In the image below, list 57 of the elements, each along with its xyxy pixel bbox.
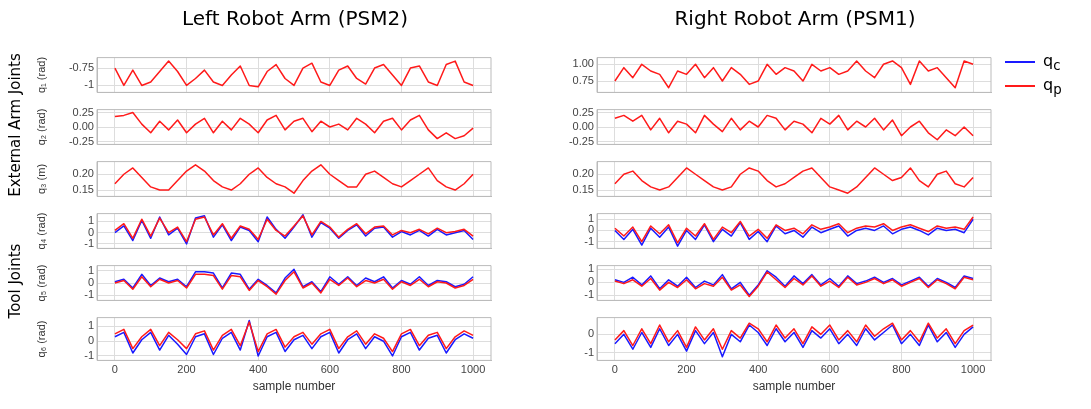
y-tick-label: 1 <box>587 212 594 225</box>
y-tick-label: 1.00 <box>572 57 594 70</box>
y-tick-label: 0 <box>587 275 594 288</box>
y-tick-label: 0 <box>587 223 594 236</box>
y-axis-title: q₅ (rad) <box>34 264 47 302</box>
chart-title: Left Robot Arm (PSM2) <box>180 6 410 30</box>
y-tick-label: -1 <box>584 345 594 358</box>
y-axis-title: q₄ (rad) <box>34 212 47 250</box>
y-tick-label: -1 <box>84 288 94 301</box>
x-tick-label: 1000 <box>460 363 486 376</box>
y-tick-label: 0.20 <box>572 167 594 180</box>
y-tick-label: -0.75 <box>68 61 94 74</box>
y-tick-label: 0 <box>87 225 94 238</box>
text: External Arm Joints <box>6 52 24 199</box>
x-tick-label: 200 <box>677 363 696 376</box>
x-tick-label: 600 <box>820 363 839 376</box>
y-axis-title: q₃ (m) <box>34 163 47 195</box>
x-tick-label: 400 <box>749 363 768 376</box>
y-tick-label: -1 <box>84 78 94 91</box>
x-axis-title: sample number <box>252 379 336 394</box>
y-tick-label: 1 <box>587 262 594 275</box>
y-tick-label: -1 <box>584 234 594 247</box>
y-tick-label: 1 <box>87 319 94 332</box>
y-tick-label: 1 <box>87 263 94 276</box>
y-tick-label: 0.20 <box>72 167 94 180</box>
x-tick-label: 200 <box>177 363 196 376</box>
x-tick-label: 0 <box>611 363 618 376</box>
legend-label: q$_{c}$ <box>1043 50 1061 74</box>
x-tick-label: 0 <box>111 363 118 376</box>
x-tick-label: 400 <box>249 363 268 376</box>
y-tick-label: -1 <box>84 349 94 361</box>
legend-label: q$_{p}$ <box>1043 74 1062 98</box>
y-tick-label: 0.25 <box>72 105 94 118</box>
y-axis-title: q₆ (rad) <box>34 320 47 358</box>
y-tick-label: -0.25 <box>568 134 594 147</box>
y-tick-label: 0 <box>87 276 94 289</box>
x-tick-label: 800 <box>392 363 411 376</box>
chart-title: Right Robot Arm (PSM1) <box>673 6 917 30</box>
y-tick-label: 1 <box>87 214 94 227</box>
y-tick-label: 0 <box>87 334 94 347</box>
y-tick-label: 0.15 <box>72 183 94 196</box>
x-tick-label: 600 <box>320 363 339 376</box>
y-tick-label: -0.25 <box>68 134 94 147</box>
x-axis-title: sample number <box>752 379 836 394</box>
y-tick-label: 0.15 <box>572 183 594 196</box>
y-tick-label: -1 <box>84 236 94 249</box>
y-tick-label: 0.25 <box>572 105 594 118</box>
y-tick-label: 0.00 <box>72 120 94 133</box>
y-tick-label: -1 <box>584 288 594 301</box>
y-tick-label: 0.00 <box>572 120 594 133</box>
y-axis-title: q₁ (rad) <box>34 56 47 94</box>
x-tick-label: 1000 <box>960 363 986 376</box>
x-tick-label: 800 <box>892 363 911 376</box>
y-tick-label: 0.75 <box>572 74 594 87</box>
y-tick-label: 0 <box>587 327 594 340</box>
y-axis-title: q₂ (rad) <box>34 108 47 146</box>
text: Tool Joints <box>6 242 24 321</box>
